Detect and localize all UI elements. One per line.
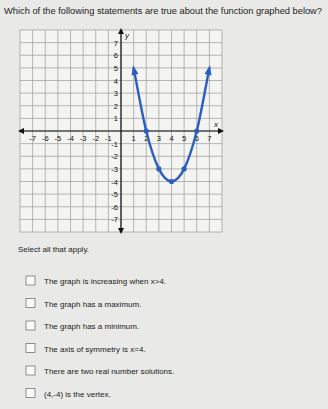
plot-area: [20, 30, 222, 232]
y-tick-label: 7: [114, 39, 118, 48]
x-tick-label: 4: [169, 134, 173, 143]
point: [144, 128, 149, 133]
x-tick-label: -3: [80, 134, 87, 143]
x-tick-label: 5: [182, 134, 186, 143]
checkbox[interactable]: [26, 366, 35, 375]
checkbox[interactable]: [26, 299, 35, 308]
option-text[interactable]: There are two real number solutions.: [44, 367, 174, 376]
y-tick-label: 6: [114, 51, 118, 60]
point: [156, 166, 161, 171]
option-text[interactable]: The graph has a minimum.: [44, 322, 139, 331]
x-tick-label: -6: [42, 134, 49, 143]
point: [194, 128, 199, 133]
checkbox[interactable]: [26, 344, 35, 353]
curve-arrow: [132, 65, 139, 75]
axis-arrow: [118, 228, 124, 234]
y-tick-label: -1: [111, 140, 118, 149]
y-tick-label: 3: [114, 89, 118, 98]
option-text[interactable]: (4,-4) is the vertex.: [44, 390, 111, 399]
x-axis-label: x: [213, 120, 219, 129]
y-tick-label: -3: [111, 165, 118, 174]
point: [169, 179, 174, 184]
y-tick-label: 4: [114, 77, 118, 86]
option-text[interactable]: The graph has a maximum.: [44, 300, 141, 309]
y-tick-label: -7: [111, 215, 118, 224]
curve: [134, 68, 210, 182]
axis-arrow: [218, 128, 224, 134]
option-text[interactable]: The graph is increasing when x>4.: [44, 277, 166, 286]
axis-arrow: [118, 28, 124, 34]
question: Which of the following statements are tr…: [4, 6, 322, 16]
x-tick-label: -5: [55, 134, 62, 143]
data-group: [132, 65, 212, 184]
y-tick-label: -4: [111, 178, 118, 187]
checkbox[interactable]: [26, 276, 35, 285]
x-tick-label: 3: [157, 134, 161, 143]
grid: [20, 30, 222, 232]
axis-arrow: [18, 128, 24, 134]
x-tick-label: -7: [29, 134, 36, 143]
point: [182, 166, 187, 171]
y-tick-label: -2: [111, 152, 118, 161]
checkbox[interactable]: [26, 389, 35, 398]
x-tick-label: 7: [207, 134, 211, 143]
x-tick-label: -4: [67, 134, 74, 143]
background: [0, 0, 328, 409]
curve-arrow: [205, 65, 212, 75]
x-tick-label: -2: [92, 134, 99, 143]
y-tick-label: 1: [114, 114, 118, 123]
option-text[interactable]: The axis of symmetry is x=4.: [44, 345, 146, 354]
y-tick-label: 2: [114, 102, 118, 111]
y-tick-label: -6: [111, 203, 118, 212]
y-axis-label: y: [124, 31, 130, 40]
x-tick-label: 1: [132, 134, 136, 143]
y-axis: [120, 30, 121, 232]
grid-line-x: [121, 30, 122, 232]
y-tick-label: -5: [111, 190, 118, 199]
instruction: Select all that apply.: [18, 245, 89, 254]
checkbox[interactable]: [26, 321, 35, 330]
y-tick-label: 5: [114, 64, 118, 73]
